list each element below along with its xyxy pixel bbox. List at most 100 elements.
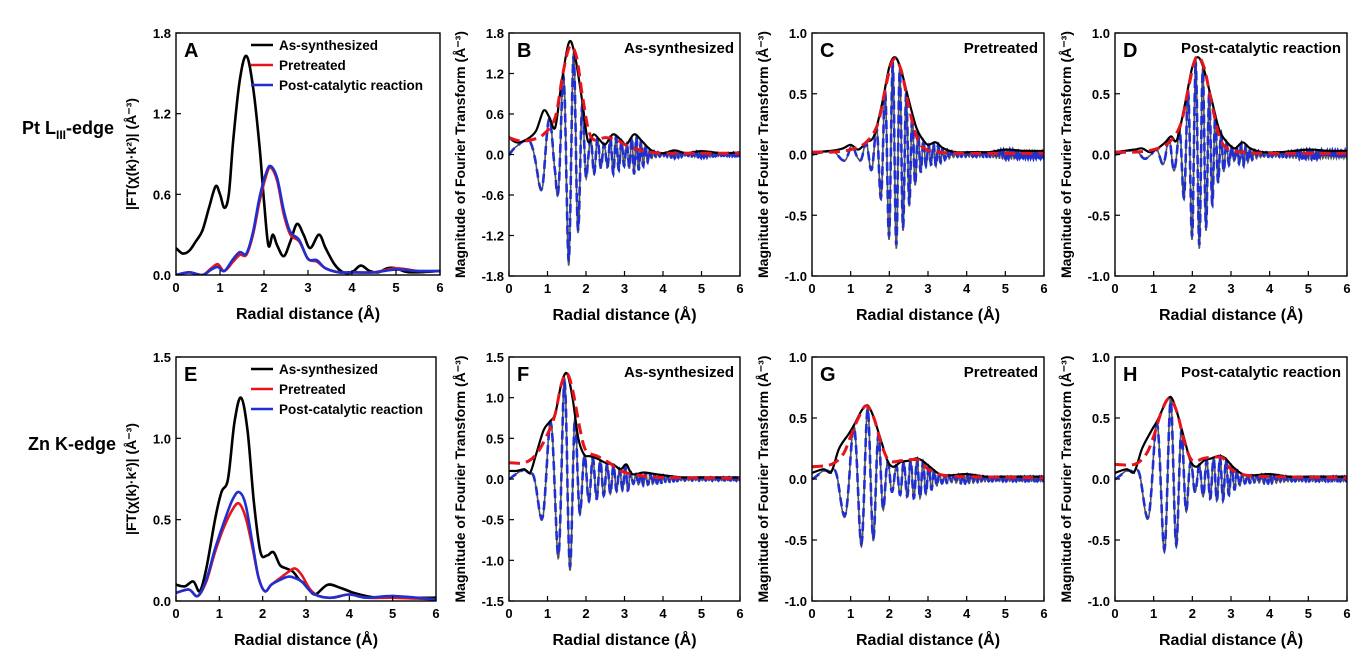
y-tick-label: 1.0 — [153, 431, 171, 446]
x-tick-label: 4 — [346, 606, 354, 621]
x-tick-label: 2 — [1189, 606, 1196, 621]
y-tick-label: -0.5 — [1088, 208, 1110, 223]
x-tick-label: 3 — [1227, 606, 1234, 621]
x-tick-label: 6 — [1343, 606, 1350, 621]
y-tick-label: -1.2 — [482, 229, 504, 244]
x-tick-label: 0 — [172, 606, 179, 621]
panel-a: 0 1 2 3 4 5 6 0.0 0.6 1.2 1.8 Radial distance (Å) |F… — [123, 26, 444, 323]
panel-letter: H — [1123, 364, 1137, 386]
x-tick-label: 1 — [544, 606, 551, 621]
y-axis-label: |FT(χ(k)·k²)| (Å⁻³) — [123, 423, 139, 535]
x-tick-label: 3 — [924, 281, 931, 296]
x-tick-label: 6 — [432, 606, 439, 621]
x-axis-label: Radial distance (Å) — [1159, 305, 1303, 324]
x-tick-label: 6 — [736, 281, 743, 296]
x-tick-label: 0 — [505, 281, 512, 296]
x-axis-label: Radial distance (Å) — [552, 305, 696, 324]
legend-label: Post-catalytic reaction — [279, 402, 423, 417]
panel-letter: C — [820, 40, 834, 62]
x-tick-label: 2 — [259, 606, 266, 621]
x-tick-label: 2 — [1189, 281, 1196, 296]
imaginary-part-data — [509, 375, 740, 571]
plot-area-e — [176, 396, 436, 601]
plot-area-b — [509, 39, 740, 266]
y-tick-label: -1.0 — [482, 553, 504, 568]
y-axis-label: Magnitude of Fourier Transform (Å⁻³) — [755, 356, 771, 603]
x-tick-label: 4 — [1266, 606, 1274, 621]
x-axis-label: Radial distance (Å) — [1159, 630, 1303, 649]
x-tick-label: 0 — [1111, 606, 1118, 621]
x-axis-label: Radial distance (Å) — [234, 630, 378, 649]
panel-d: 0 1 2 3 4 5 6 -1.0 -0.5 0.0 0.5 1.0 Radial distance … — [1058, 26, 1351, 324]
y-tick-label: -0.5 — [785, 533, 807, 548]
x-tick-label: 2 — [582, 606, 589, 621]
y-tick-label: 0.0 — [789, 472, 807, 487]
x-tick-label: 6 — [1040, 281, 1047, 296]
y-tick-label: 0.0 — [486, 148, 504, 163]
imaginary-part-data — [1115, 394, 1347, 555]
x-tick-label: 1 — [544, 281, 551, 296]
y-tick-label: -1.5 — [482, 594, 504, 609]
x-tick-label: 5 — [698, 281, 705, 296]
x-tick-label: 2 — [886, 281, 893, 296]
x-tick-label: 1 — [216, 606, 223, 621]
x-tick-label: 0 — [172, 280, 179, 295]
y-tick-label: -0.5 — [1088, 533, 1110, 548]
series-line-black — [176, 396, 436, 600]
imaginary-part-fit — [812, 61, 1044, 246]
legend-label: Post-catalytic reaction — [279, 78, 423, 93]
x-tick-label: 0 — [808, 606, 815, 621]
row-label-pt: Pt LIII-edge — [22, 118, 114, 142]
y-tick-label: -0.5 — [785, 208, 807, 223]
panel-title: Pretreated — [964, 40, 1038, 57]
panel-letter: A — [184, 40, 198, 62]
x-tick-label: 5 — [392, 280, 399, 295]
x-tick-label: 4 — [963, 606, 971, 621]
y-tick-label: 1.8 — [153, 26, 171, 41]
x-tick-label: 1 — [1150, 281, 1157, 296]
x-tick-label: 4 — [963, 281, 971, 296]
panel-h: 0 1 2 3 4 5 6 -1.0 -0.5 0.0 0.5 1.0 Radial distance … — [1058, 350, 1351, 649]
y-axis-label: |FT(χ(k)·k²)| (Å⁻³) — [123, 98, 139, 210]
magnitude-data — [1115, 395, 1347, 478]
x-tick-label: 5 — [1002, 606, 1009, 621]
y-tick-label: 0.0 — [1092, 148, 1110, 163]
y-tick-label: 0.5 — [1092, 87, 1110, 102]
panel-g: 0 1 2 3 4 5 6 -1.0 -0.5 0.0 0.5 1.0 Radial distance … — [755, 350, 1048, 649]
x-tick-label: 1 — [1150, 606, 1157, 621]
x-tick-label: 3 — [621, 281, 628, 296]
x-tick-label: 5 — [698, 606, 705, 621]
x-tick-label: 0 — [505, 606, 512, 621]
y-tick-label: 0.0 — [789, 148, 807, 163]
panel-b: 0 1 2 3 4 5 6 -1.8 -1.2 -0.6 0.0 0.6 1.2 1.8 Radial di… — [452, 26, 744, 324]
x-tick-label: 2 — [886, 606, 893, 621]
y-tick-label: 1.0 — [789, 26, 807, 41]
y-axis-label: Magnitude of Fourier Transform (Å⁻³) — [755, 31, 771, 278]
x-tick-label: 4 — [348, 280, 356, 295]
x-axis-label: Radial distance (Å) — [856, 630, 1000, 649]
y-tick-label: 1.0 — [1092, 350, 1110, 365]
magnitude-fit — [812, 57, 1044, 155]
x-tick-label: 1 — [847, 281, 854, 296]
panel-e: 0 1 2 3 4 5 6 0.0 0.5 1.0 1.5 Radial distance (Å) |F… — [123, 350, 440, 649]
y-tick-label: 1.8 — [486, 26, 504, 41]
magnitude-data — [812, 404, 1044, 478]
y-tick-label: 1.2 — [486, 67, 504, 82]
panel-letter: F — [517, 364, 529, 386]
plot-area-a — [176, 54, 440, 275]
x-tick-label: 6 — [736, 606, 743, 621]
x-tick-label: 1 — [216, 280, 223, 295]
x-tick-label: 3 — [302, 606, 309, 621]
y-tick-label: -1.8 — [482, 269, 504, 284]
imaginary-part-data — [509, 51, 740, 266]
panel-letter: D — [1123, 40, 1137, 62]
x-tick-label: 5 — [389, 606, 396, 621]
panel-letter: B — [517, 40, 531, 62]
y-tick-label: 0.5 — [1092, 411, 1110, 426]
x-tick-label: 3 — [304, 280, 311, 295]
x-tick-label: 0 — [1111, 281, 1118, 296]
imaginary-part-fit — [509, 55, 740, 262]
x-tick-label: 2 — [582, 281, 589, 296]
magnitude-fit — [812, 404, 1044, 480]
